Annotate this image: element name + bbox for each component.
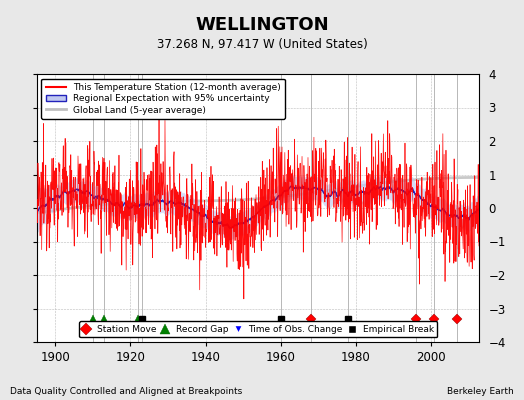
Text: Data Quality Controlled and Aligned at Breakpoints: Data Quality Controlled and Aligned at B…: [10, 387, 243, 396]
Legend: Station Move, Record Gap, Time of Obs. Change, Empirical Break: Station Move, Record Gap, Time of Obs. C…: [79, 321, 438, 338]
Text: 37.268 N, 97.417 W (United States): 37.268 N, 97.417 W (United States): [157, 38, 367, 51]
Text: Berkeley Earth: Berkeley Earth: [447, 387, 514, 396]
Text: WELLINGTON: WELLINGTON: [195, 16, 329, 34]
Y-axis label: Temperature Anomaly (°C): Temperature Anomaly (°C): [522, 134, 524, 282]
